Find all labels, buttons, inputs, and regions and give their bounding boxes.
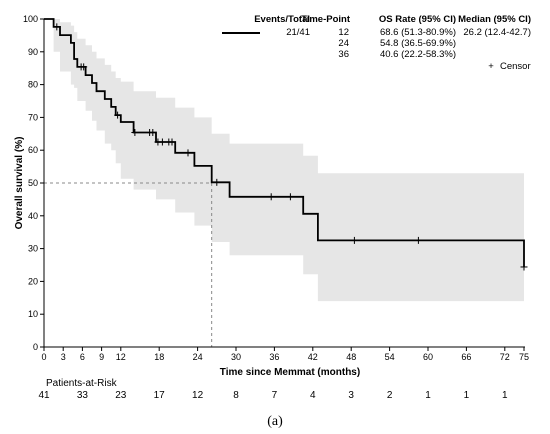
censor-mark: [158, 138, 166, 146]
censor-mark: [80, 63, 88, 71]
x-tick-label: 18: [154, 352, 164, 362]
censor-mark: [267, 193, 275, 201]
risk-count: 1: [425, 390, 431, 401]
x-tick-label: 6: [80, 352, 85, 362]
censor-legend-symbol: +: [488, 61, 494, 72]
risk-count: 7: [272, 390, 278, 401]
censor-mark: [520, 263, 528, 271]
median-reference-layer: [44, 182, 213, 347]
censor-mark: [414, 236, 422, 244]
x-tick-label: 36: [269, 352, 279, 362]
y-tick-label: 20: [28, 276, 38, 286]
confidence-band-layer: [44, 19, 524, 321]
confidence-interval-band: [44, 19, 524, 321]
figure-caption: (a): [267, 414, 283, 429]
x-tick-label: 12: [116, 352, 126, 362]
stats-legend: Events/Total Time-Point OS Rate (95% CI)…: [222, 14, 531, 72]
y-tick-label: 70: [28, 112, 38, 122]
x-tick-label: 24: [193, 352, 203, 362]
risk-count: 8: [233, 390, 239, 401]
censor-mark: [114, 111, 122, 119]
survival-curve-layer: [44, 18, 525, 267]
risk-table-title: Patients-at-Risk: [46, 378, 118, 389]
x-tick-label: 3: [61, 352, 66, 362]
stats-cell-median: 26.2 (12.4-42.7): [463, 27, 531, 38]
censor-marks-layer: [53, 23, 528, 271]
y-tick-label: 60: [28, 145, 38, 155]
x-tick-label: 72: [500, 352, 510, 362]
y-axis-title: Overall survival (%): [14, 137, 25, 230]
y-tick-label: 50: [28, 178, 38, 188]
y-tick-label: 90: [28, 47, 38, 57]
censor-mark: [149, 128, 157, 136]
x-tick-label: 66: [461, 352, 471, 362]
stats-header-events: Events/Total: [254, 14, 310, 25]
censor-mark: [350, 236, 358, 244]
x-tick-label: 0: [41, 352, 46, 362]
stats-header-timepoint: Time-Point: [301, 14, 351, 25]
x-tick-label: 54: [385, 352, 395, 362]
x-tick-label: 42: [308, 352, 318, 362]
stats-cell-os-rate: 54.8 (36.5-69.9%): [380, 38, 456, 49]
risk-count: 1: [502, 390, 508, 401]
survival-curve: [44, 18, 525, 267]
censor-mark: [131, 128, 139, 136]
risk-count: 4: [310, 390, 316, 401]
censor-mark: [286, 193, 294, 201]
x-axis-title: Time since Memmat (months): [220, 367, 360, 378]
y-tick-label: 10: [28, 309, 38, 319]
stats-cell-timepoint: 12: [338, 27, 349, 38]
risk-count: 33: [77, 390, 89, 401]
risk-count: 3: [348, 390, 354, 401]
risk-count: 2: [387, 390, 393, 401]
risk-count: 41: [38, 390, 50, 401]
x-tick-label: 9: [99, 352, 104, 362]
censor-mark: [184, 149, 192, 157]
x-tick-label: 30: [231, 352, 241, 362]
x-tick-label: 60: [423, 352, 433, 362]
risk-count: 23: [115, 390, 127, 401]
censor-mark: [168, 138, 176, 146]
risk-count: 17: [154, 390, 166, 401]
stats-cell-os-rate: 68.6 (51.3-80.9%): [380, 27, 456, 38]
stats-cell-os-rate: 40.6 (22.2-58.3%): [380, 49, 456, 60]
risk-count: 1: [464, 390, 470, 401]
y-tick-label: 80: [28, 80, 38, 90]
risk-count: 12: [192, 390, 204, 401]
y-tick-label: 0: [33, 342, 38, 352]
stats-header-os-rate: OS Rate (95% CI): [379, 14, 456, 25]
y-tick-label: 40: [28, 211, 38, 221]
y-tick-label: 30: [28, 244, 38, 254]
stats-cell-timepoint: 36: [338, 49, 349, 60]
y-tick-label: 100: [23, 14, 38, 24]
censor-legend-label: Censor: [500, 61, 531, 72]
patients-at-risk-table: Patients-at-Risk 41 33 23 17 12 8 7 4 3 2 1 1 1: [38, 378, 508, 401]
stats-cell-events: 21/41: [286, 27, 310, 38]
censor-mark: [213, 178, 221, 186]
x-tick-label: 75: [519, 352, 529, 362]
stats-cell-timepoint: 24: [338, 38, 349, 49]
stats-header-median: Median (95% CI): [458, 14, 531, 25]
censor-mark: [53, 23, 61, 31]
x-tick-label: 48: [346, 352, 356, 362]
